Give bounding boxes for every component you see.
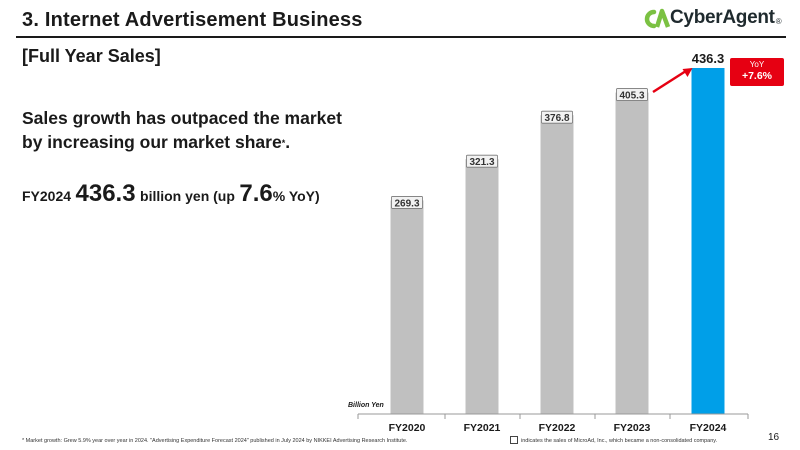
- data-label-box-fy2020: [391, 196, 423, 209]
- data-label-box-fy2021: [466, 154, 498, 168]
- yoy-badge-value: +7.6%: [741, 70, 773, 82]
- yoy-badge: YoY +7.6%: [730, 58, 784, 86]
- bar-fy2024: [691, 68, 725, 414]
- logo-text: CyberAgent: [670, 7, 775, 28]
- kpi-year: FY2024: [22, 188, 72, 204]
- bar-fy2021: [465, 159, 499, 414]
- yoy-badge-label: YoY: [749, 60, 765, 69]
- headline-line2-text: by increasing our market share: [22, 132, 282, 152]
- data-label-fy2024: 436.3: [692, 51, 725, 66]
- logo-registered-mark: ®: [775, 17, 782, 26]
- bar-fy2020: [390, 200, 424, 414]
- kpi-summary: FY2024 436.3 billion yen (up 7.6% YoY): [22, 180, 320, 208]
- y-axis-unit-label: Billion Yen: [348, 402, 384, 409]
- logo-wordmark: CyberAgent®: [670, 7, 782, 29]
- kpi-value: 436.3: [75, 180, 136, 207]
- kpi-unit: billion yen (up: [140, 188, 235, 204]
- data-label-fy2021: 321.3: [469, 157, 494, 168]
- data-label-fy2022: 376.8: [544, 113, 569, 124]
- x-tick-fy2021: FY2021: [464, 422, 501, 434]
- data-label-fy2020: 269.3: [394, 198, 419, 209]
- section-title: [Full Year Sales]: [22, 46, 161, 66]
- red-arrowhead-icon: [682, 68, 693, 77]
- footnote: * Market growth: Grew 5.9% year over yea…: [22, 438, 408, 444]
- x-tick-fy2020: FY2020: [389, 422, 426, 434]
- x-tick-fy2023: FY2023: [614, 422, 651, 434]
- legend-note: indicates the sales of MicroAd, Inc., wh…: [521, 438, 718, 444]
- headline-line2: by increasing our market share*.: [22, 130, 392, 155]
- legend-swatch: [510, 436, 518, 444]
- headline-line2-end: .: [285, 132, 291, 152]
- headline-line1: Sales growth has outpaced the market: [22, 108, 342, 128]
- kpi-growth: 7.6: [239, 180, 273, 207]
- data-label-box-fy2023: [616, 88, 648, 101]
- slide-title: 3. Internet Advertisement Business: [22, 9, 363, 31]
- x-tick-fy2022: FY2022: [539, 422, 576, 434]
- title-divider: [16, 36, 786, 38]
- footnote-marker: *: [281, 138, 286, 148]
- red-arrow-icon: [652, 68, 689, 94]
- cyberagent-logo-icon: [644, 8, 670, 29]
- page-number: 16: [768, 432, 780, 443]
- kpi-growth-suffix: % YoY): [272, 188, 320, 204]
- bar-fy2023: [615, 92, 649, 415]
- headline: Sales growth has outpaced the market by …: [22, 106, 392, 155]
- data-label-fy2023: 405.3: [619, 91, 644, 102]
- bar-fy2022: [540, 115, 574, 414]
- x-tick-fy2024: FY2024: [690, 422, 727, 434]
- cyberagent-logo: CyberAgent®: [642, 6, 782, 32]
- data-label-box-fy2022: [541, 110, 573, 124]
